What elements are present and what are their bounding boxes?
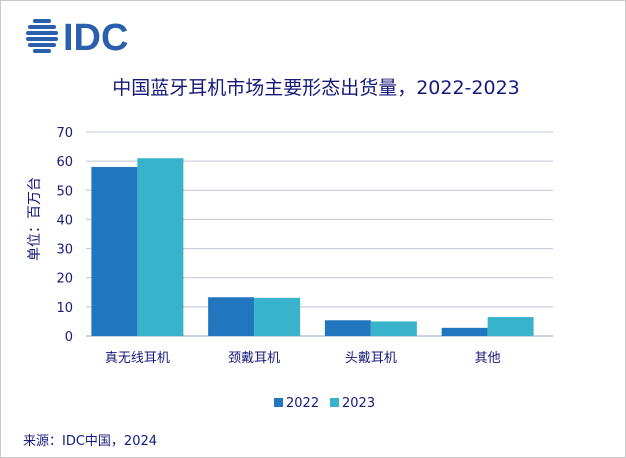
logo-text: IDC xyxy=(63,17,128,57)
legend-swatch-2022 xyxy=(274,398,283,407)
bar-2022-0 xyxy=(91,166,138,336)
legend: 2022 2023 xyxy=(274,396,375,411)
bars xyxy=(91,158,534,336)
chart-title: 中国蓝牙耳机市场主要形态出货量，2022-2023 xyxy=(112,77,520,99)
y-tick-label: 10 xyxy=(56,301,73,316)
source-note: 来源：IDC中国，2024 xyxy=(23,434,158,449)
legend-swatch-2023 xyxy=(330,398,339,407)
y-tick-label: 50 xyxy=(56,184,73,199)
y-tick-label: 70 xyxy=(56,126,73,141)
legend-label: 2023 xyxy=(342,396,375,411)
globe-icon xyxy=(26,19,58,53)
y-axis-label: 单位：百万台 xyxy=(27,177,43,261)
y-tick-label: 0 xyxy=(65,330,73,345)
y-tick-label: 20 xyxy=(56,272,73,287)
y-tick-label: 40 xyxy=(56,213,73,228)
bar-2023-2 xyxy=(370,321,417,336)
bar-2022-1 xyxy=(208,297,255,336)
x-tick-label: 真无线耳机 xyxy=(105,351,170,366)
bar-2023-1 xyxy=(254,297,301,336)
bar-2023-3 xyxy=(487,317,534,336)
y-tick-label: 60 xyxy=(56,155,73,170)
x-tick-labels: 真无线耳机 颈戴耳机 头戴耳机 其他 xyxy=(105,351,501,366)
y-tick-label: 30 xyxy=(56,243,73,258)
bar-2022-2 xyxy=(324,320,371,336)
x-tick-label: 颈戴耳机 xyxy=(228,351,280,366)
y-tick-labels: 0 10 20 30 40 50 60 70 xyxy=(56,126,73,345)
x-tick-label: 头戴耳机 xyxy=(345,351,397,366)
bar-2023-0 xyxy=(137,158,184,336)
x-tick-label: 其他 xyxy=(475,351,501,366)
bar-2022-3 xyxy=(441,327,488,336)
legend-label: 2022 xyxy=(286,396,319,411)
idc-logo: IDC xyxy=(26,17,128,57)
